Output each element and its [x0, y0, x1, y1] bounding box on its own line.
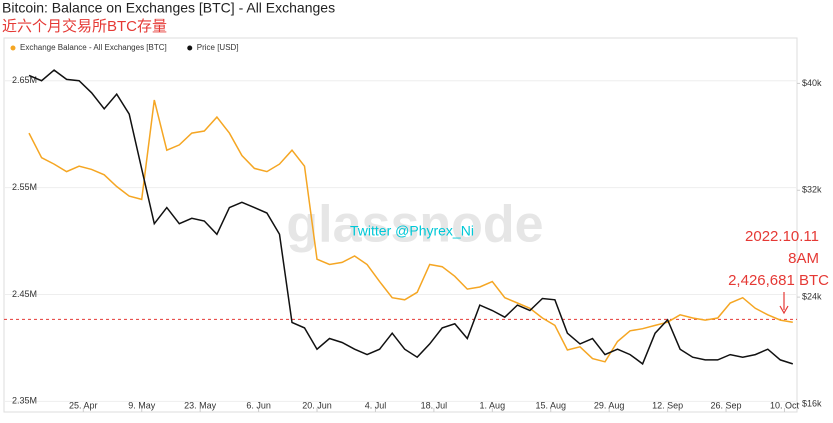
annotation: Twitter @Phyrex_Ni [350, 223, 474, 239]
x-tick-label: 15. Aug [535, 400, 566, 410]
legend-marker [10, 45, 16, 51]
x-tick-label: 18. Jul [421, 400, 448, 410]
x-tick-label: 9. May [128, 400, 156, 410]
chart-title: Bitcoin: Balance on Exchanges [BTC] - Al… [2, 0, 335, 16]
y-tick-label: 2.45M [12, 289, 37, 299]
x-tick-label: 10. Oct [770, 400, 800, 410]
annotation: 2,426,681 BTC [728, 272, 829, 289]
annotation: 2022.10.11 [745, 228, 819, 245]
series-line [28, 69, 794, 366]
y-tick-label: 2.35M [12, 396, 37, 406]
x-tick-label: 1. Aug [480, 400, 506, 410]
y-tick-label: 2.55M [12, 182, 37, 192]
y-tick-label: 2.65M [12, 75, 37, 85]
x-tick-label: 29. Aug [594, 400, 625, 410]
watermark: glassnode [286, 196, 543, 254]
plot-frame [3, 37, 798, 413]
legend-marker [187, 45, 193, 51]
annotation-arrowhead [779, 305, 789, 315]
x-tick-label: 12. Sep [652, 400, 683, 410]
x-tick-label: 23. May [184, 400, 217, 410]
annotation: 8AM [788, 250, 819, 267]
y2-tick-label: $32k [802, 185, 822, 195]
x-tick-label: 25. Apr [69, 400, 98, 410]
legend-label: Price [USD] [197, 43, 239, 52]
legend-label: Exchange Balance - All Exchanges [BTC] [20, 43, 167, 52]
x-tick-label: 26. Sep [711, 400, 742, 410]
y2-tick-label: $40k [802, 78, 822, 88]
y2-tick-label: $16k [802, 398, 822, 408]
y2-tick-label: $24k [802, 292, 822, 302]
chart-subtitle: 近六个月交易所BTC存量 [2, 17, 167, 35]
x-tick-label: 4. Jul [365, 400, 387, 410]
x-tick-label: 6. Jun [246, 400, 271, 410]
x-tick-label: 20. Jun [302, 400, 332, 410]
